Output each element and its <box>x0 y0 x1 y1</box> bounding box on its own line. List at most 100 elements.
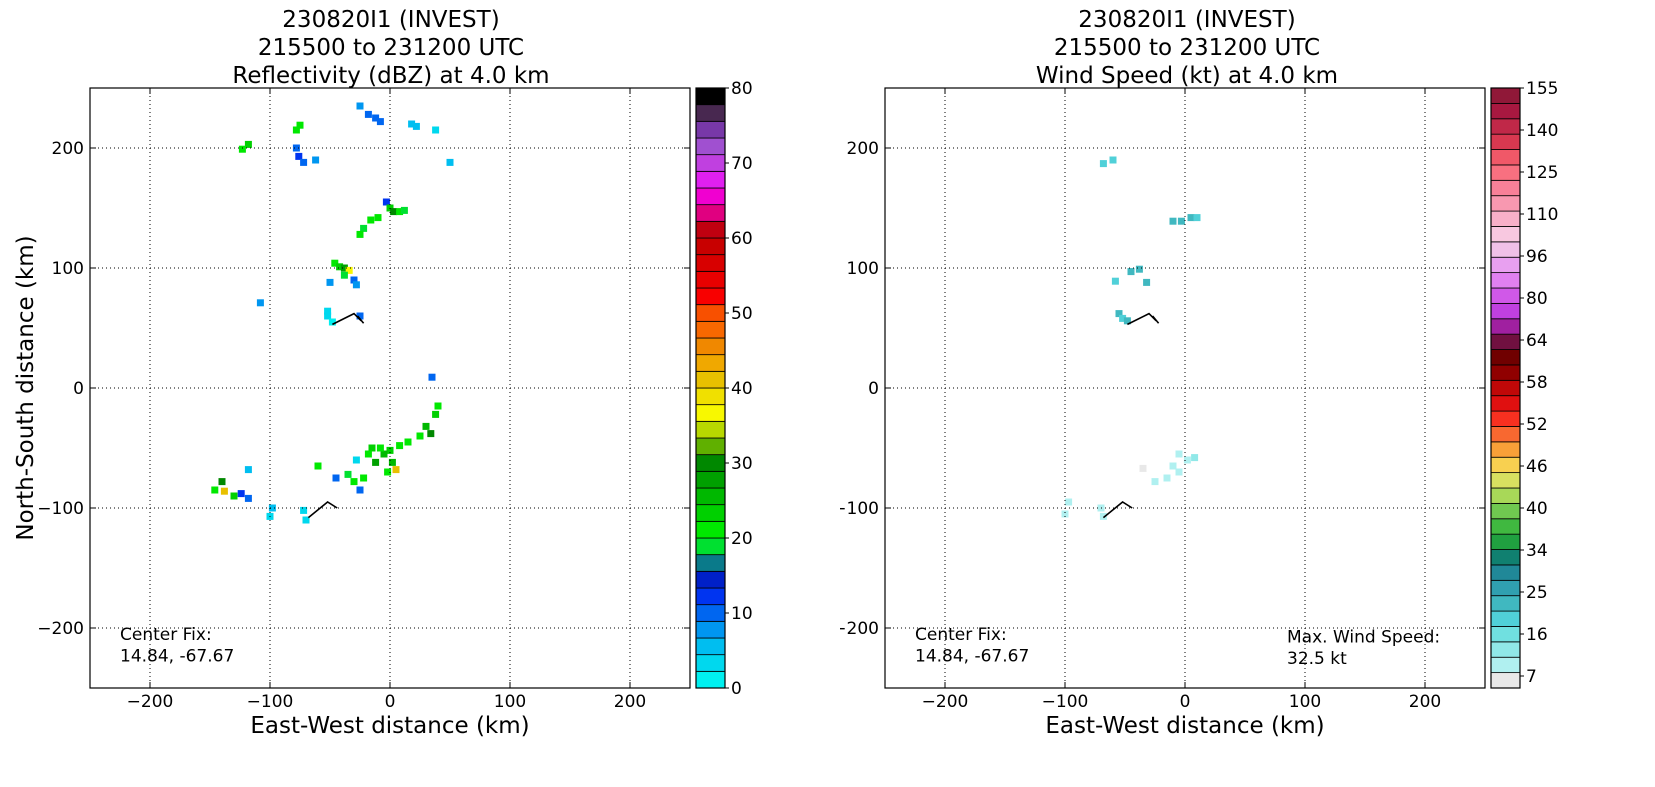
y-tick-label: −200 <box>37 619 84 639</box>
colorbar-segment <box>1490 410 1521 427</box>
data-cell <box>388 458 396 466</box>
data-cell <box>380 450 388 458</box>
data-cell <box>292 144 300 152</box>
data-cell <box>292 126 300 134</box>
colorbar-frame <box>1490 87 1521 689</box>
colorbar-tick-label: 16 <box>1526 625 1548 645</box>
data-cell <box>412 122 420 130</box>
data-cell <box>256 299 264 307</box>
data-cell <box>295 152 303 160</box>
y-tick-label: −200 <box>840 619 879 639</box>
data-cell <box>1115 310 1123 318</box>
data-cell <box>302 516 310 524</box>
data-cell <box>356 102 364 110</box>
colorbar-tick-label: 80 <box>731 79 753 99</box>
colorbar-segment <box>695 170 726 189</box>
colorbar-segment <box>1490 395 1521 412</box>
colorbar-tick-label: 34 <box>1526 541 1548 561</box>
data-cell <box>1193 214 1201 222</box>
colorbar-segment <box>1490 656 1521 674</box>
y-tick-label: 200 <box>847 139 879 159</box>
data-cell <box>356 230 364 238</box>
data-cell <box>1127 268 1135 276</box>
colorbar-tick-label: 30 <box>731 454 753 474</box>
colorbar-tick-label: 52 <box>1526 415 1548 435</box>
colorbar-segment <box>695 470 726 489</box>
data-cell <box>1111 277 1119 285</box>
colorbar-segment <box>695 320 726 339</box>
colorbar-segment <box>695 270 726 289</box>
data-cell <box>324 312 332 320</box>
colorbar-segment <box>1490 364 1521 381</box>
data-cell <box>1135 265 1143 273</box>
colorbar-tick-label: 40 <box>1526 499 1548 519</box>
colorbar-tick-label: 20 <box>731 529 753 549</box>
colorbar-segment <box>695 304 726 322</box>
colorbar-tick-label: 155 <box>1526 79 1558 99</box>
colorbar-segment <box>695 420 726 439</box>
title-line-2: 215500 to 231200 UTC <box>257 35 525 61</box>
colorbar-segment <box>1490 579 1521 597</box>
colorbar-segment <box>695 87 726 106</box>
colorbar-segment <box>1490 641 1521 658</box>
data-cell <box>211 486 219 494</box>
data-cell <box>1139 464 1147 472</box>
wind-barbs <box>1102 312 1160 519</box>
colorbar-segment <box>1490 379 1521 397</box>
data-cell <box>1187 214 1195 222</box>
colorbar-segment <box>695 520 726 539</box>
data-cell <box>427 430 435 438</box>
colorbar-segment <box>695 654 726 672</box>
colorbar-segment <box>695 287 726 306</box>
colorbar-segment <box>1490 87 1521 104</box>
data-cell <box>367 216 375 224</box>
x-tick-label: −200 <box>922 692 969 712</box>
data-cell <box>331 259 339 267</box>
colorbar-segment <box>695 637 726 656</box>
colorbar-segment <box>1490 349 1521 366</box>
data-cell <box>428 373 436 381</box>
center-fix-label: Center Fix: <box>915 625 1007 645</box>
colorbar-segment <box>695 204 726 222</box>
colorbar-tick-label: 50 <box>731 304 753 324</box>
data-cell <box>326 278 334 286</box>
colorbar-segment <box>1490 595 1521 612</box>
data-cell <box>416 432 424 440</box>
x-axis-label: East-West distance (km) <box>250 713 529 739</box>
colorbar-segment <box>1490 502 1521 520</box>
colorbar-tick-label: 46 <box>1526 457 1548 477</box>
colorbar-tick-label: 25 <box>1526 583 1548 603</box>
x-tick-label: −200 <box>127 692 174 712</box>
data-cell <box>434 402 442 410</box>
data-cell <box>390 208 398 216</box>
colorbar-segment <box>695 437 726 456</box>
data-cell <box>237 490 245 498</box>
data-cell <box>422 422 430 430</box>
data-cells <box>211 102 454 524</box>
colorbar-tick-label: 40 <box>731 379 753 399</box>
x-axis-label: East-West distance (km) <box>1045 713 1324 739</box>
colorbar-segment <box>1490 118 1521 135</box>
title-line-1: 230820I1 (INVEST) <box>282 7 500 33</box>
y-tick-label: −100 <box>840 499 879 519</box>
data-cell <box>244 140 252 148</box>
colorbar-segment <box>1490 564 1521 581</box>
data-cell <box>1183 456 1191 464</box>
data-cell <box>268 504 276 512</box>
colorbar-segment <box>695 504 726 522</box>
colorbar-segment <box>695 154 726 172</box>
data-cell <box>244 494 252 502</box>
data-cell <box>238 145 246 153</box>
data-cell <box>356 486 364 494</box>
colorbar-segment <box>1490 149 1521 166</box>
data-cell <box>220 487 228 495</box>
colorbar-segment <box>695 570 726 589</box>
wind-barb-lower <box>307 501 338 519</box>
data-cell <box>364 110 372 118</box>
colorbar-tick-label: 70 <box>731 154 753 174</box>
data-cell <box>1163 474 1171 482</box>
data-cell <box>1123 317 1131 325</box>
y-axis-label: North-South distance (km) <box>13 235 39 540</box>
colorbar-segment <box>695 120 726 139</box>
data-cell <box>340 271 348 279</box>
